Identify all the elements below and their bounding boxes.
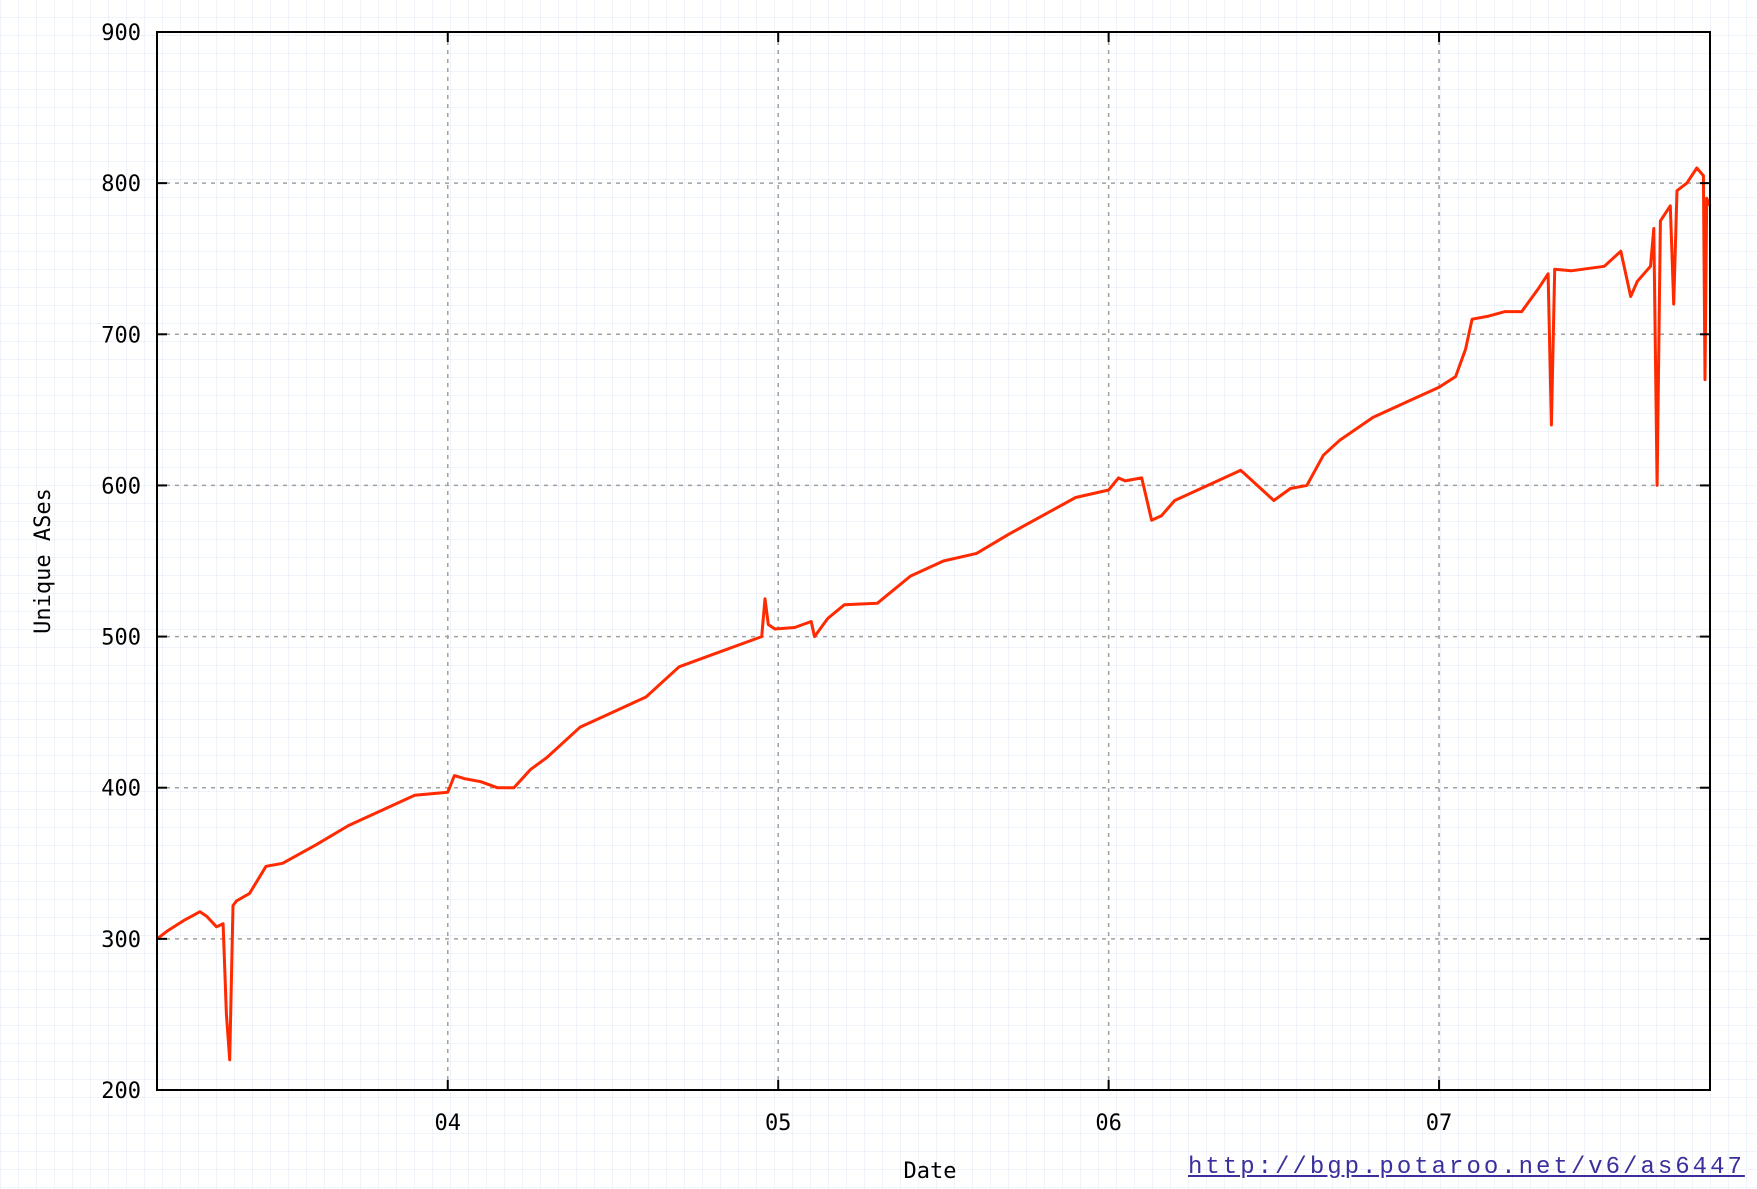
y-tick-label: 200 [101,1079,141,1104]
source-url-link[interactable]: http://bgp.potaroo.net/v6/as6447 [1188,1154,1745,1181]
tick-labels: 200 300 400 500 600 700 800 900 04 05 06 07 [101,21,1452,1136]
x-tick-label: 07 [1426,1111,1453,1136]
y-tick-label: 600 [101,474,141,499]
plot-frame [156,31,1711,1091]
y-axis-title: Unique ASes [31,488,56,634]
x-tick-label: 05 [765,1111,792,1136]
data-layer [156,166,1712,1062]
x-tick-label: 06 [1095,1111,1122,1136]
y-tick-label: 900 [101,21,141,46]
x-tick-label: 04 [435,1111,462,1136]
y-tick-label: 300 [101,928,141,953]
y-tick-label: 700 [101,323,141,348]
gridlines [157,32,1710,1090]
y-tick-label: 800 [101,172,141,197]
tick-marks [157,31,1710,1091]
x-axis-title: Date [904,1159,957,1184]
series-line [156,166,1712,1062]
y-tick-label: 400 [101,777,141,802]
y-tick-label: 500 [101,626,141,651]
